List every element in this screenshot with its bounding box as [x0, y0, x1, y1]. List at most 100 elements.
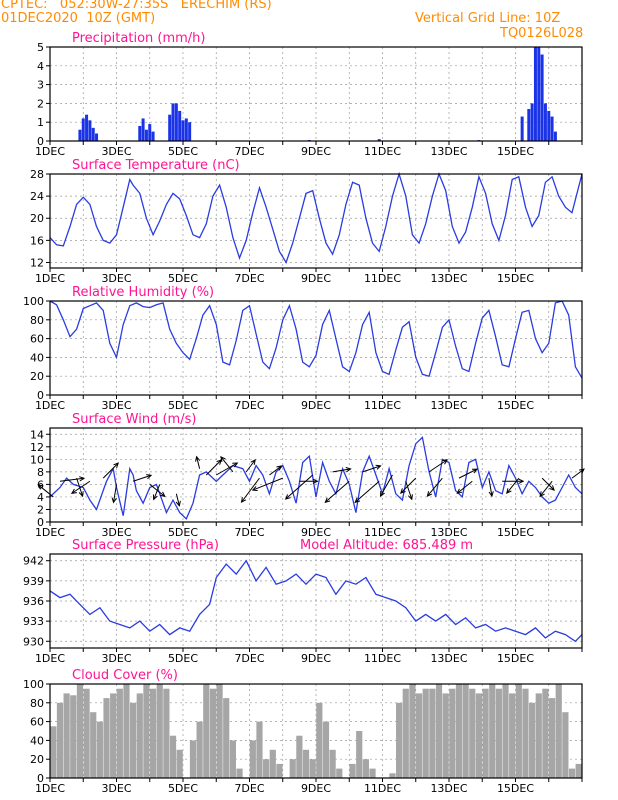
- cloud-cover-bar: [349, 763, 356, 778]
- precipitation-bar: [184, 118, 188, 141]
- precipitation-bar: [95, 133, 99, 141]
- wind-vector-arrow: [59, 477, 85, 482]
- precipitation-bar: [85, 114, 89, 141]
- wind-xtick-label: 5DEC: [168, 526, 198, 539]
- precipitation-bar: [151, 131, 155, 141]
- precipitation-ytick-label: 5: [37, 41, 44, 54]
- temperature-title: Surface Temperature (nC): [72, 158, 240, 173]
- wind-vector-arrow: [132, 474, 152, 482]
- precipitation-bar: [540, 54, 544, 141]
- cloud-cover-bar: [136, 693, 143, 778]
- precipitation-ytick-label: 4: [37, 60, 44, 73]
- cloud-cover-bar: [415, 693, 423, 778]
- wind-vector-arrow: [269, 465, 282, 476]
- pressure-ytick-label: 936: [23, 595, 44, 608]
- cloud-cover-ytick-label: 0: [37, 772, 44, 785]
- cloud-cover-bar: [509, 693, 516, 778]
- wind-ytick-label: 8: [37, 466, 44, 479]
- cloud-cover-bar: [542, 688, 549, 778]
- cloud-cover-bar: [482, 688, 489, 778]
- cloud-cover-bar: [236, 768, 243, 778]
- precipitation-xtick-label: 9DEC: [301, 145, 331, 158]
- precipitation-bar: [550, 116, 554, 141]
- wind-vector-head: [442, 459, 449, 465]
- run-datetime: 01DEC2020 10Z (GMT): [1, 11, 156, 26]
- cloud-cover-bar: [502, 684, 509, 778]
- temperature-series-line: [49, 171, 583, 265]
- wind-vector-arrow: [71, 480, 91, 494]
- humidity-xtick-label: 13DEC: [430, 399, 467, 412]
- cloud-cover-bar: [316, 702, 323, 778]
- pressure-xtick-label: 7DEC: [234, 652, 264, 665]
- wind-vector-head: [345, 467, 352, 473]
- wind-vector-head: [375, 464, 382, 470]
- cloud-cover-xtick-label: 13DEC: [430, 782, 467, 795]
- cloud-cover-title: Cloud Cover (%): [72, 668, 178, 683]
- wind-vector-head: [113, 462, 120, 469]
- cloud-cover-bar: [263, 759, 270, 778]
- cloud-cover-bar: [449, 688, 456, 778]
- wind-vector-head: [220, 456, 226, 462]
- wind-vector-head: [471, 468, 479, 474]
- wind-vector-head: [312, 478, 319, 484]
- pressure-xtick-label: 13DEC: [430, 652, 467, 665]
- cloud-cover-bar: [336, 768, 343, 778]
- humidity-xtick-label: 11DEC: [364, 399, 401, 412]
- pressure-xtick-label: 3DEC: [101, 652, 131, 665]
- cloud-cover-bar: [163, 688, 170, 778]
- wind-xtick-label: 13DEC: [430, 526, 467, 539]
- cloud-cover-bar: [50, 726, 57, 778]
- wind-ytick-label: 2: [37, 503, 44, 516]
- wind-ytick-label: 4: [37, 491, 44, 504]
- cloud-cover-bar: [216, 684, 223, 778]
- precipitation-ytick-label: 2: [37, 97, 44, 110]
- precipitation-xtick-label: 3DEC: [101, 145, 131, 158]
- precipitation-bar: [533, 47, 537, 141]
- wind-vector-head: [539, 491, 545, 498]
- wind-vector-head: [251, 486, 258, 491]
- wind-vector-arrow: [205, 459, 222, 476]
- cloud-cover-ytick-label: 60: [30, 716, 44, 729]
- temperature-xtick-label: 13DEC: [430, 272, 467, 285]
- cloud-cover-bar: [276, 763, 283, 778]
- humidity-xtick-label: 5DEC: [168, 399, 198, 412]
- precipitation-bar: [520, 116, 524, 141]
- wind-vector-arrow: [539, 480, 553, 497]
- cloud-cover-bar: [203, 684, 210, 778]
- precipitation-bar: [168, 114, 172, 141]
- precipitation-bar: [553, 131, 557, 141]
- temperature-ytick-label: 20: [30, 212, 44, 225]
- cloud-cover-bar: [176, 749, 183, 778]
- wind-vector-head: [518, 478, 525, 484]
- cloud-cover-bar: [329, 749, 336, 778]
- cloud-cover-bar: [256, 721, 263, 778]
- cloud-cover-bar: [575, 763, 582, 778]
- cloud-cover-bar: [103, 698, 110, 778]
- precipitation-bar: [537, 47, 541, 141]
- cloud-cover-bar: [289, 759, 296, 778]
- wind-vector-arrow: [220, 456, 234, 473]
- wind-ytick-label: 0: [37, 516, 44, 529]
- cloud-cover-bar: [429, 688, 436, 778]
- pressure-ytick-label: 939: [23, 575, 44, 588]
- wind-vector-arrow: [458, 468, 478, 479]
- temperature-xtick-label: 9DEC: [301, 272, 331, 285]
- cloud-cover-xtick-label: 7DEC: [234, 782, 264, 795]
- precipitation-bar: [174, 103, 178, 141]
- precipitation-bar: [148, 124, 152, 141]
- cloud-cover-ytick-label: 40: [30, 734, 44, 747]
- cloud-cover-bar: [269, 749, 276, 778]
- precipitation-xtick-label: 13DEC: [430, 145, 467, 158]
- cloud-cover-bar: [455, 684, 463, 778]
- precipitation-ytick-label: 1: [37, 116, 44, 129]
- wind-vector-arrow: [362, 465, 381, 473]
- precipitation-xtick-label: 5DEC: [168, 145, 198, 158]
- cloud-cover-bar: [90, 712, 97, 778]
- wind-vector-arrow: [241, 477, 260, 503]
- precipitation-bar: [141, 118, 145, 141]
- precipitation-bar: [181, 120, 185, 141]
- wind-vector-head: [276, 465, 283, 471]
- pressure-xtick-label: 9DEC: [301, 652, 331, 665]
- cloud-cover-bar: [462, 684, 469, 778]
- humidity-xtick-label: 9DEC: [301, 399, 331, 412]
